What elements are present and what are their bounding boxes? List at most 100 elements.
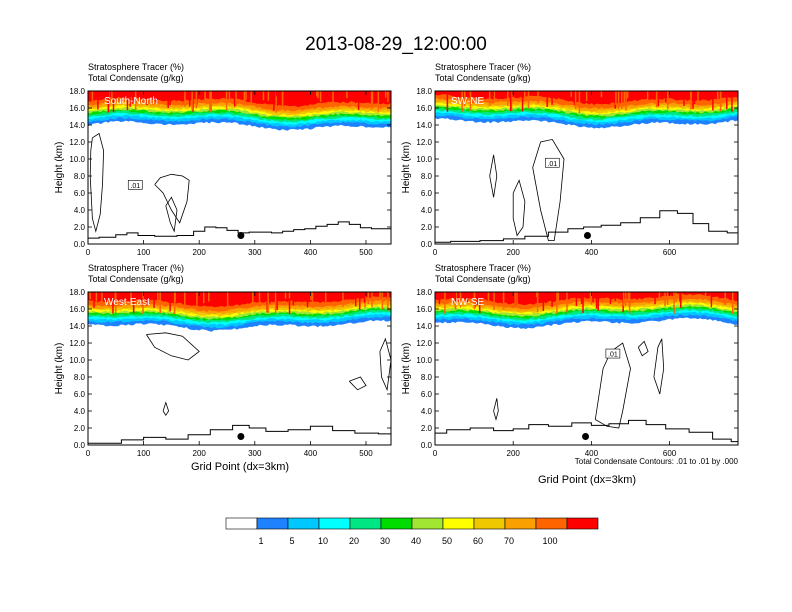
color-legend: 1 5 10 20 30 40 50 60 70 100 bbox=[225, 517, 599, 546]
tracer-streak bbox=[710, 91, 712, 98]
tracer-streak bbox=[107, 91, 110, 109]
tracer-streak bbox=[536, 292, 539, 313]
tracer-streak bbox=[719, 91, 722, 112]
tracer-streak bbox=[167, 91, 169, 108]
panel-title-condensate: Total Condensate (g/kg) bbox=[435, 73, 531, 83]
tracer-streak bbox=[191, 292, 193, 298]
tracer-streak bbox=[325, 292, 327, 304]
tracer-streak bbox=[275, 91, 278, 97]
tracer-streak bbox=[140, 91, 143, 103]
tracer-streak bbox=[225, 91, 228, 111]
tracer-streak bbox=[134, 91, 137, 110]
condensate-contour bbox=[653, 338, 665, 395]
y-tick-label: 16.0 bbox=[416, 104, 432, 113]
tracer-streak bbox=[708, 91, 711, 101]
tracer-streak bbox=[371, 91, 374, 104]
y-tick-label: 2.0 bbox=[74, 223, 86, 232]
tracer-streak bbox=[95, 292, 98, 305]
tracer-streak bbox=[204, 91, 206, 101]
terrain-profile bbox=[435, 419, 738, 443]
tracer-streak bbox=[731, 91, 733, 112]
condensate-contour bbox=[594, 342, 631, 429]
panel-title-tracer: Stratosphere Tracer (%) bbox=[435, 263, 531, 273]
tracer-streak bbox=[281, 91, 284, 107]
x-tick-label: 0 bbox=[433, 248, 438, 257]
legend-swatch bbox=[225, 517, 258, 530]
tracer-streak bbox=[642, 91, 644, 99]
tracer-streak bbox=[690, 91, 692, 110]
tracer-streak bbox=[444, 292, 446, 314]
tracer-streak bbox=[269, 292, 271, 304]
tracer-streak bbox=[273, 91, 275, 111]
tracer-streak bbox=[363, 91, 366, 98]
y-tick-label: 0.0 bbox=[421, 240, 433, 249]
legend-swatch bbox=[535, 517, 568, 530]
legend-swatch bbox=[318, 517, 351, 530]
panel-nw-se: Stratosphere Tracer (%)Total Condensate … bbox=[401, 263, 739, 458]
tracer-streak bbox=[625, 91, 627, 111]
tracer-streak bbox=[664, 292, 666, 306]
y-tick-label: 12.0 bbox=[69, 339, 85, 348]
tracer-streak bbox=[387, 292, 389, 312]
tracer-streak bbox=[292, 292, 294, 306]
tracer-streak bbox=[697, 91, 699, 104]
tracer-streak bbox=[646, 91, 649, 101]
tracer-streak bbox=[492, 91, 494, 97]
tracer-streak bbox=[157, 292, 159, 306]
tracer-streak bbox=[710, 292, 713, 308]
tracer-streak bbox=[521, 91, 524, 112]
tracer-streak bbox=[367, 292, 369, 305]
y-tick-label: 10.0 bbox=[416, 155, 432, 164]
tracer-streak bbox=[561, 91, 564, 99]
tracer-streak bbox=[371, 292, 373, 308]
contour-label: .01 bbox=[547, 161, 557, 168]
tracer-streak bbox=[311, 292, 314, 308]
x-tick-label: 400 bbox=[304, 449, 318, 458]
tracer-streak bbox=[219, 91, 221, 98]
y-tick-label: 18.0 bbox=[416, 87, 432, 96]
y-tick-label: 14.0 bbox=[416, 121, 432, 130]
location-marker bbox=[237, 433, 245, 440]
tracer-streak bbox=[524, 91, 526, 101]
panel-label: West-East bbox=[104, 297, 150, 308]
condensate-contour bbox=[493, 398, 499, 422]
tracer-streak bbox=[316, 91, 318, 97]
tracer-streak bbox=[276, 292, 278, 311]
y-tick-label: 14.0 bbox=[69, 121, 85, 130]
x-axis-label-left: Grid Point (dx=3km) bbox=[191, 461, 289, 473]
y-tick-label: 2.0 bbox=[421, 223, 433, 232]
tracer-streak bbox=[608, 292, 610, 298]
tracer-streak bbox=[91, 91, 94, 107]
legend-label: 50 bbox=[442, 536, 452, 546]
tracer-streak bbox=[169, 91, 171, 106]
tracer-streak bbox=[585, 91, 588, 102]
tracer-streak bbox=[209, 91, 211, 113]
tracer-streak bbox=[202, 292, 205, 304]
tracer-streak bbox=[488, 91, 491, 106]
tracer-streak bbox=[363, 292, 366, 303]
tracer-streak bbox=[169, 292, 171, 312]
tracer-streak bbox=[288, 292, 291, 299]
x-tick-label: 400 bbox=[585, 248, 599, 257]
y-tick-label: 8.0 bbox=[421, 172, 433, 181]
tracer-streak bbox=[245, 292, 247, 304]
y-tick-label: 10.0 bbox=[69, 155, 85, 164]
tracer-streak bbox=[726, 91, 728, 110]
tracer-streak bbox=[235, 91, 237, 106]
tracer-streak bbox=[170, 292, 172, 298]
location-marker bbox=[237, 232, 245, 239]
tracer-streak bbox=[288, 292, 291, 315]
tracer-streak bbox=[323, 292, 325, 302]
tracer-streak bbox=[173, 292, 176, 314]
tracer-streak bbox=[142, 292, 144, 314]
tracer-streak bbox=[384, 91, 387, 98]
tracer-streak bbox=[159, 292, 161, 313]
tracer-streak bbox=[595, 292, 598, 309]
tracer-streak bbox=[624, 292, 627, 307]
tracer-streak bbox=[557, 292, 560, 305]
legend-label: 70 bbox=[504, 536, 514, 546]
tracer-streak bbox=[615, 91, 617, 106]
y-tick-label: 2.0 bbox=[421, 424, 433, 433]
tracer-streak bbox=[153, 292, 155, 308]
x-tick-label: 500 bbox=[359, 449, 373, 458]
